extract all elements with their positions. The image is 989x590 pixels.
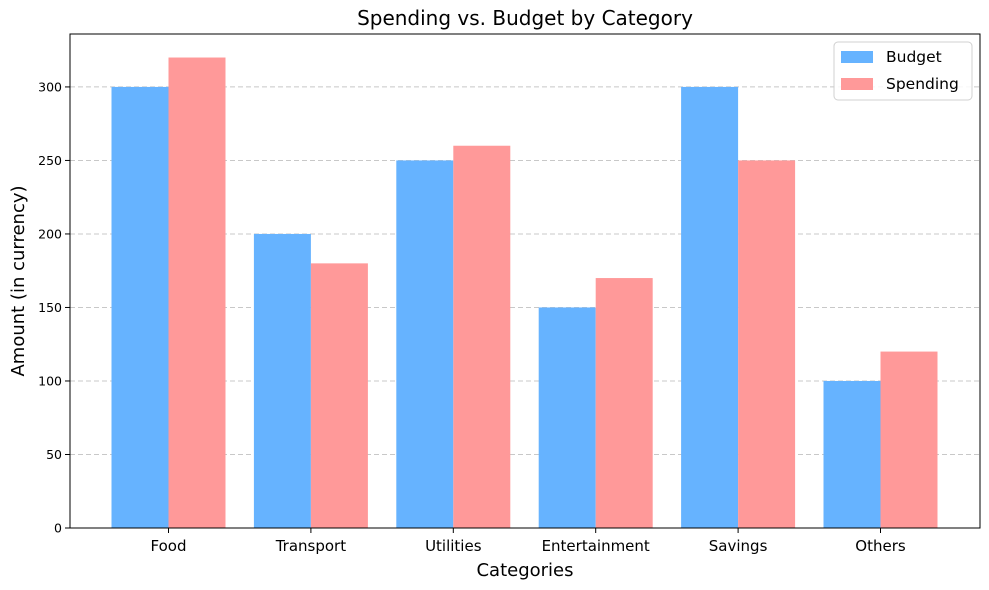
legend-swatch-spending — [841, 78, 873, 90]
legend-swatch-budget — [841, 51, 873, 63]
bar-spending-utilities — [453, 145, 511, 528]
bar-budget-utilities — [396, 160, 454, 528]
y-tick-label: 100 — [38, 373, 62, 388]
x-tick-label: Utilities — [425, 537, 482, 555]
x-tick-label: Food — [151, 537, 187, 555]
bar-budget-entertainment — [538, 307, 596, 528]
axes — [69, 33, 981, 529]
legend-label-spending: Spending — [886, 75, 959, 93]
y-tick-label: 150 — [38, 300, 62, 315]
bar-spending-others — [880, 351, 938, 528]
legend-label-budget: Budget — [886, 48, 942, 66]
bar-spending-entertainment — [595, 278, 653, 528]
bars — [111, 57, 938, 529]
x-axis-label: Categories — [476, 560, 573, 581]
bar-spending-transport — [310, 263, 368, 528]
y-tick-label: 300 — [38, 79, 62, 94]
y-tick-label: 0 — [54, 521, 62, 536]
bar-budget-transport — [253, 233, 311, 528]
chart-title: Spending vs. Budget by Category — [357, 6, 693, 30]
y-axis-label: Amount (in currency) — [8, 185, 29, 376]
x-tick-label: Others — [855, 537, 906, 555]
x-tick-label: Transport — [275, 537, 347, 555]
tick-labels: 0 50 100 150 200 250 300 Food Transport Utilities… — [38, 79, 906, 555]
y-tick-label: 50 — [46, 447, 62, 462]
x-tick-label: Savings — [709, 537, 768, 555]
x-tick-label: Entertainment — [542, 537, 650, 555]
bar-budget-food — [111, 86, 169, 528]
legend: Budget Spending — [833, 41, 973, 101]
plot-frame — [69, 33, 981, 529]
bar-spending-savings — [738, 160, 796, 528]
bar-budget-others — [823, 380, 881, 528]
y-tick-label: 200 — [38, 226, 62, 241]
bar-budget-savings — [681, 86, 739, 528]
y-tick-label: 250 — [38, 153, 62, 168]
bar-spending-food — [168, 57, 226, 529]
